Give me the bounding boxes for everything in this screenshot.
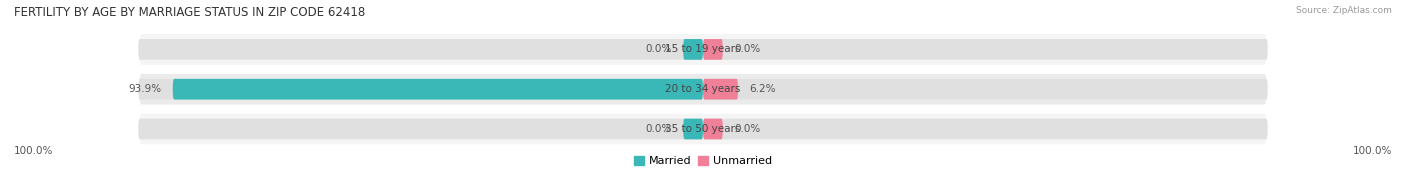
Text: 93.9%: 93.9% (128, 84, 162, 94)
Text: Source: ZipAtlas.com: Source: ZipAtlas.com (1296, 6, 1392, 15)
Text: 0.0%: 0.0% (645, 124, 672, 134)
FancyBboxPatch shape (138, 33, 1268, 66)
Text: 20 to 34 years: 20 to 34 years (665, 84, 741, 94)
FancyBboxPatch shape (703, 39, 1268, 60)
FancyBboxPatch shape (138, 119, 703, 139)
Text: 100.0%: 100.0% (1353, 146, 1392, 156)
FancyBboxPatch shape (703, 79, 1268, 100)
Legend: Married, Unmarried: Married, Unmarried (630, 152, 776, 171)
FancyBboxPatch shape (138, 79, 703, 100)
Text: 100.0%: 100.0% (14, 146, 53, 156)
FancyBboxPatch shape (703, 39, 723, 60)
FancyBboxPatch shape (138, 39, 703, 60)
Text: 0.0%: 0.0% (734, 44, 761, 54)
Text: FERTILITY BY AGE BY MARRIAGE STATUS IN ZIP CODE 62418: FERTILITY BY AGE BY MARRIAGE STATUS IN Z… (14, 6, 366, 19)
Text: 0.0%: 0.0% (645, 44, 672, 54)
FancyBboxPatch shape (138, 112, 1268, 146)
FancyBboxPatch shape (683, 39, 703, 60)
FancyBboxPatch shape (683, 119, 703, 139)
FancyBboxPatch shape (703, 119, 1268, 139)
FancyBboxPatch shape (138, 73, 1268, 106)
Text: 15 to 19 years: 15 to 19 years (665, 44, 741, 54)
Text: 35 to 50 years: 35 to 50 years (665, 124, 741, 134)
FancyBboxPatch shape (173, 79, 703, 100)
FancyBboxPatch shape (703, 119, 723, 139)
Text: 0.0%: 0.0% (734, 124, 761, 134)
FancyBboxPatch shape (703, 79, 738, 100)
Text: 6.2%: 6.2% (749, 84, 776, 94)
